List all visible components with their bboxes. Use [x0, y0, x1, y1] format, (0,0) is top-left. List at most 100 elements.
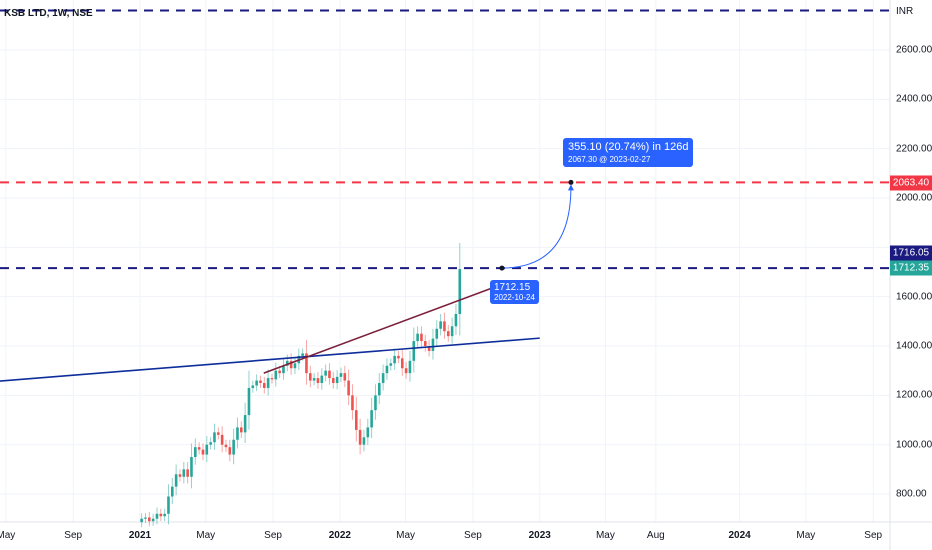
red-level-price-tag: 2063.40 [890, 175, 932, 191]
time-tick: May [396, 530, 416, 541]
candle-body [220, 434, 224, 445]
candle-body [397, 355, 400, 359]
candle-body [427, 346, 431, 351]
price-tick: 2600.00 [896, 44, 932, 56]
projection-target: 2067.30 @ 2023-02-27 [568, 155, 651, 164]
time-tick: Aug [646, 530, 665, 541]
candle-body [374, 395, 377, 411]
projection-start-price: 1712.15 [494, 282, 531, 293]
candle-body [443, 321, 446, 332]
candle-body [159, 513, 163, 517]
candle-body [289, 360, 293, 369]
candle-body [167, 496, 170, 514]
candle-body [408, 360, 412, 374]
candle-body [458, 269, 462, 314]
symbol-title: KSB LTD, 1W, NSE [4, 8, 93, 19]
candle-body [324, 370, 327, 376]
price-tick: 2400.00 [896, 93, 932, 105]
navy-level-price-tag: 1716.05 [890, 245, 932, 261]
candle-body [243, 415, 247, 433]
candle-body [308, 373, 312, 381]
candle-body [366, 427, 370, 438]
candle-body [335, 376, 339, 384]
candle-body [144, 517, 147, 519]
candle-body [217, 432, 220, 435]
candle-body [278, 370, 281, 374]
projection-end-label[interactable]: 355.10 (20.74%) in 126d 2067.30 @ 2023-0… [563, 138, 694, 167]
trend-line [0, 337, 540, 382]
candle-body [423, 341, 427, 347]
candle-body [339, 373, 343, 377]
candle-body [197, 447, 201, 450]
price-tick: 1200.00 [896, 389, 932, 401]
candle-body [293, 363, 297, 369]
candle-body [331, 378, 335, 384]
time-tick: 2022 [328, 530, 351, 541]
candle-body [236, 427, 239, 440]
candle-body [343, 373, 347, 381]
candle-body [347, 380, 350, 396]
candle-body [232, 439, 235, 455]
time-tick: May [0, 530, 16, 541]
projection-start-date: 2022-10-24 [494, 293, 535, 302]
candle-body [259, 380, 262, 384]
candle-body [377, 383, 381, 396]
candle-body [358, 429, 362, 445]
candle-body [416, 333, 419, 342]
candle-body [201, 449, 205, 455]
arrow-head-icon [567, 184, 574, 191]
candle-body [194, 447, 197, 458]
candle-body [190, 457, 193, 477]
projection-start-label[interactable]: 1712.15 2022-10-24 [490, 280, 539, 304]
candle-body [328, 370, 331, 379]
candle-body [285, 360, 289, 366]
candle-body [247, 387, 251, 416]
price-tick: 1400.00 [896, 340, 932, 352]
time-tick: May [595, 530, 615, 541]
candle-body [224, 444, 228, 448]
time-tick: Sep [64, 530, 83, 541]
candle-body [420, 333, 423, 342]
time-tick: May [796, 530, 816, 541]
candle-body [178, 474, 182, 477]
candle-body [151, 518, 155, 522]
candle-body [270, 378, 274, 380]
candle-body [301, 353, 304, 356]
candle-body [312, 378, 316, 381]
projection-arrow [501, 186, 572, 269]
candle-body [431, 338, 435, 351]
price-tick: 1600.00 [896, 291, 932, 303]
candle-body [389, 363, 393, 366]
candle-body [446, 331, 450, 337]
candle-body [305, 353, 308, 374]
candle-body [209, 442, 212, 445]
time-tick: Sep [864, 530, 883, 541]
trend-line [263, 283, 503, 374]
candle-body [155, 513, 159, 519]
candle-body [274, 370, 278, 380]
candle-body [400, 358, 404, 369]
candle-body [435, 328, 439, 339]
projection-start-point [499, 265, 505, 271]
projection-change: 355.10 (20.74%) in 126d [568, 141, 689, 153]
candle-body [362, 437, 366, 445]
candle-body [140, 518, 143, 523]
candle-body [163, 513, 166, 517]
candle-body [454, 313, 458, 327]
candle-body [450, 326, 454, 337]
time-tick: 2024 [728, 530, 751, 541]
candle-body [174, 474, 178, 487]
candle-body [262, 383, 266, 388]
candle-body [171, 486, 174, 497]
price-tick: 1000.00 [896, 439, 932, 451]
candle-body [404, 368, 408, 374]
time-tick: Sep [464, 530, 482, 541]
candle-body [255, 380, 258, 386]
candle-body [240, 427, 243, 433]
candle-body [351, 395, 354, 411]
price-tick: 2200.00 [896, 143, 932, 155]
candle-body [182, 469, 186, 477]
candle-body [186, 469, 189, 477]
candle-body [412, 341, 416, 361]
